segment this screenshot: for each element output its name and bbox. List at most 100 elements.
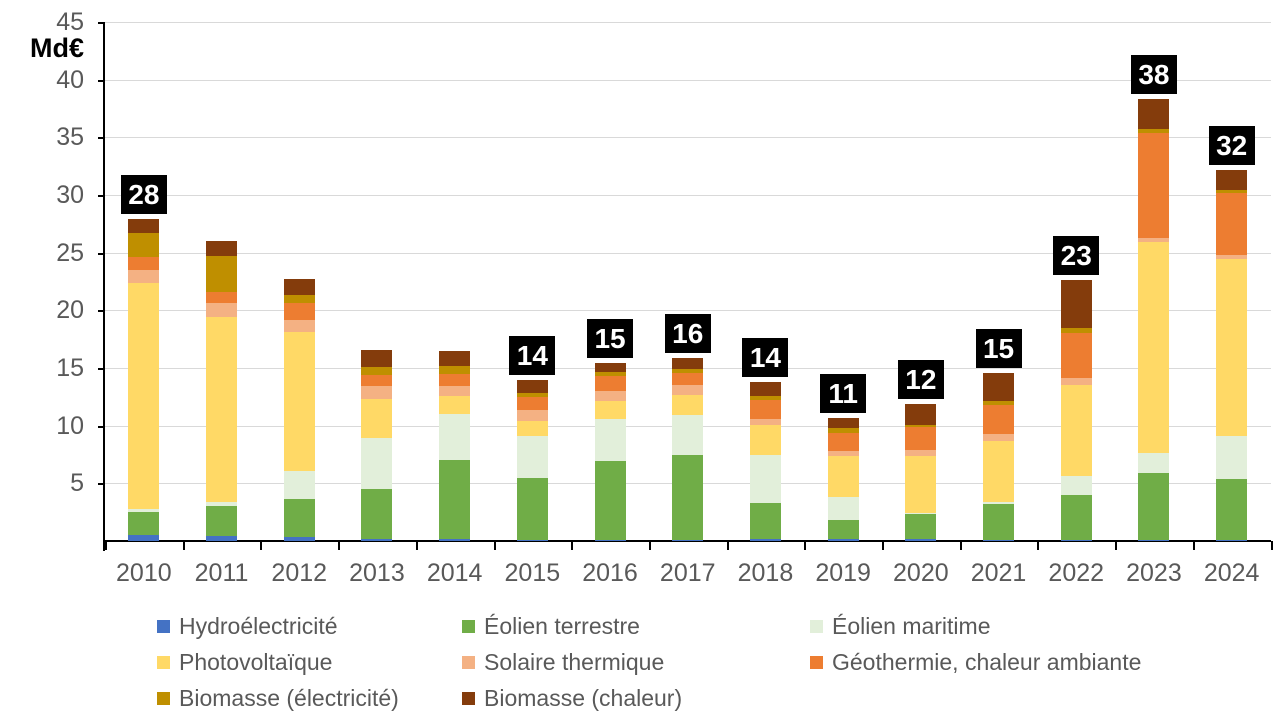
x-axis-label: 2019 (815, 559, 871, 587)
bar-segment (283, 294, 315, 304)
y-gridline (105, 310, 1271, 312)
legend-item: Éolien terrestre (462, 612, 640, 640)
bar-segment (1060, 279, 1092, 329)
bar-segment (439, 386, 471, 396)
bar-segment (672, 540, 704, 541)
x-axis-tick (1192, 541, 1195, 550)
bar-total-label: 14 (742, 337, 789, 377)
bar-segment (827, 497, 859, 521)
x-axis-label: 2010 (116, 559, 172, 587)
bar-segment (1060, 333, 1092, 379)
bar-segment (905, 449, 937, 456)
bar-segment (516, 421, 548, 437)
y-gridline (105, 137, 1271, 139)
x-axis-tick (1115, 541, 1118, 550)
y-axis-tick (98, 22, 105, 25)
bar-segment (439, 351, 471, 366)
bar-segment (283, 332, 315, 471)
bar-segment (128, 282, 160, 509)
y-gridline (105, 195, 1271, 197)
bar-total-label: 28 (120, 175, 167, 215)
bar-segment (827, 451, 859, 456)
bar-segment (1060, 385, 1092, 477)
y-axis-tick (98, 252, 105, 255)
bar-segment (206, 501, 238, 507)
x-axis-label: 2024 (1203, 559, 1260, 587)
bar-segment (283, 470, 315, 499)
bar-segment (361, 374, 393, 387)
bar-segment (827, 539, 859, 541)
bar-segment (1216, 478, 1248, 541)
bar-segment (516, 409, 548, 422)
legend-label: Photovoltaïque (179, 648, 333, 675)
bar-segment (749, 381, 781, 396)
legend-item: Solaire thermique (462, 648, 664, 676)
bar-segment (128, 233, 160, 258)
bar-segment (749, 418, 781, 425)
bar-segment (1216, 255, 1248, 259)
bar-segment (905, 514, 937, 539)
bar-segment (361, 349, 393, 367)
bar-segment (983, 401, 1015, 405)
bar-segment (206, 241, 238, 257)
bar-segment (1216, 540, 1248, 541)
bar-segment (516, 379, 548, 394)
x-axis-tick (1037, 541, 1040, 550)
bar-segment (594, 540, 626, 541)
bar-total-label: 32 (1208, 125, 1255, 165)
bar-segment (128, 219, 160, 234)
legend-label: Solaire thermique (484, 648, 665, 675)
bar-segment (1060, 476, 1092, 495)
x-axis-line (103, 540, 1271, 542)
bar-segment (516, 540, 548, 541)
bar-segment (594, 418, 626, 462)
legend-item: Géothermie, chaleur ambiante (810, 648, 1141, 676)
bar-segment (983, 501, 1015, 505)
bar-segment (1216, 192, 1248, 256)
bar-segment (361, 539, 393, 541)
bar-total-label: 23 (1053, 235, 1100, 275)
bar-segment (905, 513, 937, 515)
bar-segment (283, 303, 315, 320)
y-axis-tick (98, 310, 105, 313)
bar-segment (516, 396, 548, 410)
bar-segment (128, 535, 160, 541)
y-axis-label: 30 (56, 181, 84, 210)
x-axis-tick (338, 541, 341, 550)
y-axis-tick (98, 368, 105, 371)
x-axis-tick (182, 541, 185, 550)
bar-segment (361, 488, 393, 540)
bar-segment (672, 385, 704, 395)
y-axis-tick (98, 483, 105, 486)
legend: Hydroélectricité Photovoltaïque Biomasse (… (0, 600, 1280, 720)
bar-segment (672, 369, 704, 373)
bar-segment (1216, 436, 1248, 479)
bar-segment (283, 536, 315, 541)
bar-segment (439, 395, 471, 415)
bar-segment (905, 424, 937, 427)
bar-segment (1060, 328, 1092, 334)
y-gridline (105, 22, 1271, 24)
bar-segment (1138, 242, 1170, 454)
bar-segment (439, 460, 471, 540)
y-axis-tick (98, 195, 105, 198)
bar-segment (128, 512, 160, 536)
legend-label: Hydroélectricité (179, 612, 338, 639)
bar-segment (905, 426, 937, 450)
legend-marker (810, 619, 823, 633)
legend-marker (810, 655, 823, 669)
bar-segment (1060, 378, 1092, 386)
bar-segment (1216, 190, 1248, 193)
legend-label: Biomasse (chaleur) (484, 684, 683, 711)
bar-segment (594, 363, 626, 372)
bar-segment (594, 391, 626, 402)
bar-segment (827, 520, 859, 540)
bar-segment (827, 455, 859, 498)
bar-segment (983, 504, 1015, 541)
x-axis-tick (726, 541, 729, 550)
bar-segment (1138, 453, 1170, 473)
bar-segment (206, 256, 238, 292)
x-axis-label: 2021 (970, 559, 1027, 587)
legend-marker (157, 655, 170, 669)
